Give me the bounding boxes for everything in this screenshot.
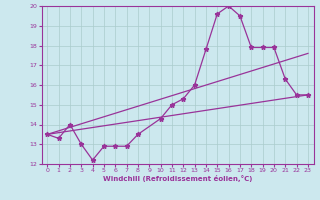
X-axis label: Windchill (Refroidissement éolien,°C): Windchill (Refroidissement éolien,°C)	[103, 175, 252, 182]
